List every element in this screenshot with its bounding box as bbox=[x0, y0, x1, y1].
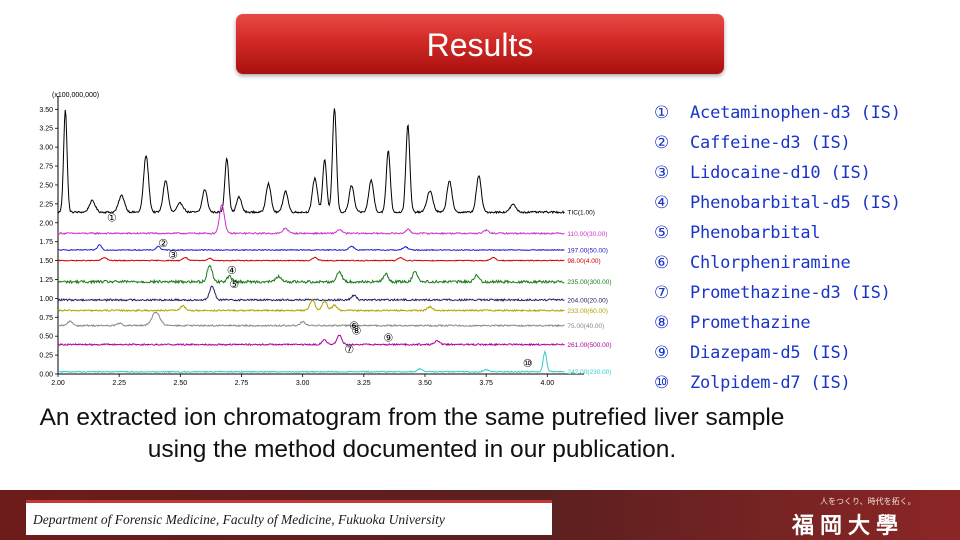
legend-number: ① bbox=[654, 103, 670, 123]
series-label: 197.00(50.00) bbox=[567, 247, 607, 254]
y-tick-label: 1.25 bbox=[39, 277, 53, 284]
x-tick-label: 3.25 bbox=[357, 380, 371, 387]
chart-series-labels: TIC(1.00) 110.00(30.00) 197.00(50.00) 98.00… bbox=[567, 210, 611, 377]
legend-number: ⑦ bbox=[654, 283, 670, 303]
chromatogram-svg: (x100,000,000) 0.00 0.25 0.50 0.75 1.00 1.25 1.… bbox=[39, 92, 611, 387]
y-tick-label: 3.50 bbox=[39, 107, 53, 114]
series-label: TIC(1.00) bbox=[567, 210, 594, 217]
series-label: 75.00(40.00) bbox=[567, 323, 604, 330]
peak-annotation: ① bbox=[107, 211, 117, 224]
x-tick-label: 2.25 bbox=[112, 380, 126, 387]
legend-compound-name: Phenobarbital-d5 (IS) bbox=[690, 193, 901, 213]
peak-annotation: ⑥ bbox=[349, 319, 359, 332]
legend-compound-name: Caffeine-d3 (IS) bbox=[690, 133, 851, 153]
legend-item: ④ Phenobarbital-d5 (IS) bbox=[654, 188, 954, 218]
series-line bbox=[57, 285, 565, 302]
chart-series-group bbox=[57, 108, 565, 374]
legend-number: ⑤ bbox=[654, 223, 670, 243]
legend-number: ③ bbox=[654, 163, 670, 183]
peak-annotation: ③ bbox=[168, 248, 178, 261]
legend-item: ① Acetaminophen-d3 (IS) bbox=[654, 98, 954, 128]
university-logo: 福岡大學 bbox=[792, 513, 905, 539]
legend-compound-name: Acetaminophen-d3 (IS) bbox=[690, 103, 901, 123]
series-label: 261.00(500.00) bbox=[567, 342, 611, 349]
x-tick-label: 3.50 bbox=[418, 380, 432, 387]
legend-number: ⑨ bbox=[654, 343, 670, 363]
y-tick-label: 2.00 bbox=[39, 220, 53, 227]
peak-annotation: ⑨ bbox=[383, 331, 393, 344]
y-tick-label: 0.50 bbox=[39, 334, 53, 341]
series-label: 110.00(30.00) bbox=[567, 231, 607, 238]
y-scale-label: (x100,000,000) bbox=[52, 92, 99, 99]
series-line bbox=[57, 298, 565, 313]
legend-item: ② Caffeine-d3 (IS) bbox=[654, 128, 954, 158]
slide-title: Results bbox=[236, 14, 724, 74]
legend-compound-name: Lidocaine-d10 (IS) bbox=[690, 163, 871, 183]
y-tick-label: 3.00 bbox=[39, 145, 53, 152]
legend-item: ⑧ Promethazine bbox=[654, 308, 954, 338]
x-tick-label: 3.75 bbox=[479, 380, 493, 387]
chart-annotations: ① ②③ ④⑤ ⑥ ⑦ ⑧ ⑨ ⑩ bbox=[107, 211, 533, 370]
series-line bbox=[57, 264, 565, 285]
series-line bbox=[57, 244, 565, 252]
legend-item: ⑦ Promethazine-d3 (IS) bbox=[654, 278, 954, 308]
legend-compound-name: Promethazine-d3 (IS) bbox=[690, 283, 891, 303]
y-tick-label: 1.50 bbox=[39, 258, 53, 265]
y-tick-label: 2.25 bbox=[39, 201, 53, 208]
series-line bbox=[57, 334, 565, 347]
x-tick-label: 2.75 bbox=[235, 380, 249, 387]
series-label: 233.00(60.00) bbox=[567, 308, 607, 315]
x-tick-label: 3.00 bbox=[296, 380, 310, 387]
footer-institution-text: Department of Forensic Medicine, Faculty… bbox=[33, 512, 445, 527]
chromatogram-chart: (x100,000,000) 0.00 0.25 0.50 0.75 1.00 1.25 1.… bbox=[28, 88, 622, 388]
peak-annotation: ② bbox=[158, 237, 168, 250]
series-label: 98.00(4.00) bbox=[567, 258, 600, 265]
legend-item: ⑩ Zolpidem-d7 (IS) bbox=[654, 368, 954, 398]
legend-number: ⑧ bbox=[654, 313, 670, 333]
y-tick-label: 2.75 bbox=[39, 164, 53, 171]
y-tick-label: 2.50 bbox=[39, 182, 53, 189]
legend-number: ② bbox=[654, 133, 670, 153]
legend-compound-name: Zolpidem-d7 (IS) bbox=[690, 373, 851, 393]
legend-compound-name: Chlorpheniramine bbox=[690, 253, 851, 273]
peak-annotation: ⑩ bbox=[523, 357, 533, 370]
y-tick-label: 1.75 bbox=[39, 239, 53, 246]
compound-legend: ① Acetaminophen-d3 (IS) ② Caffeine-d3 (IS) ③… bbox=[654, 98, 954, 398]
slide-caption: An extracted ion chromatogram from the s… bbox=[39, 404, 785, 463]
series-label: 204.00(20.00) bbox=[567, 297, 607, 304]
peak-annotation: ⑦ bbox=[344, 343, 354, 356]
footer-bar: Department of Forensic Medicine, Faculty… bbox=[0, 490, 960, 540]
legend-number: ⑩ bbox=[654, 373, 670, 393]
legend-compound-name: Phenobarbital bbox=[690, 223, 821, 243]
series-line bbox=[57, 349, 565, 374]
series-line bbox=[57, 204, 565, 236]
legend-compound-name: Diazepam-d5 (IS) bbox=[690, 343, 851, 363]
legend-compound-name: Promethazine bbox=[690, 313, 811, 333]
x-tick-label: 4.00 bbox=[540, 380, 554, 387]
footer-institution-box: Department of Forensic Medicine, Faculty… bbox=[26, 500, 552, 535]
series-line bbox=[57, 256, 565, 262]
legend-item: ⑤ Phenobarbital bbox=[654, 218, 954, 248]
x-tick-label: 2.00 bbox=[51, 380, 65, 387]
series-line bbox=[57, 311, 565, 328]
legend-number: ⑥ bbox=[654, 253, 670, 273]
legend-item: ⑨ Diazepam-d5 (IS) bbox=[654, 338, 954, 368]
y-tick-label: 3.25 bbox=[39, 126, 53, 133]
footer-slogan: 人をつくり、時代を拓く。 bbox=[820, 497, 916, 506]
chart-axes: (x100,000,000) 0.00 0.25 0.50 0.75 1.00 1.25 1.… bbox=[39, 92, 584, 387]
y-tick-label: 0.25 bbox=[39, 353, 53, 360]
series-line bbox=[57, 108, 565, 215]
legend-item: ③ Lidocaine-d10 (IS) bbox=[654, 158, 954, 188]
legend-item: ⑥ Chlorpheniramine bbox=[654, 248, 954, 278]
peak-annotation: ④ bbox=[227, 264, 237, 277]
y-tick-label: 1.00 bbox=[39, 296, 53, 303]
peak-annotation: ⑤ bbox=[229, 278, 239, 291]
y-tick-label: 0.00 bbox=[39, 372, 53, 379]
legend-number: ④ bbox=[654, 193, 670, 213]
series-label: 242.00(230.00) bbox=[567, 369, 611, 376]
y-tick-label: 0.75 bbox=[39, 315, 53, 322]
series-label: 235.00(300.00) bbox=[567, 279, 611, 286]
x-tick-label: 2.50 bbox=[174, 380, 188, 387]
peak-annotation: ⑧ bbox=[352, 325, 362, 338]
